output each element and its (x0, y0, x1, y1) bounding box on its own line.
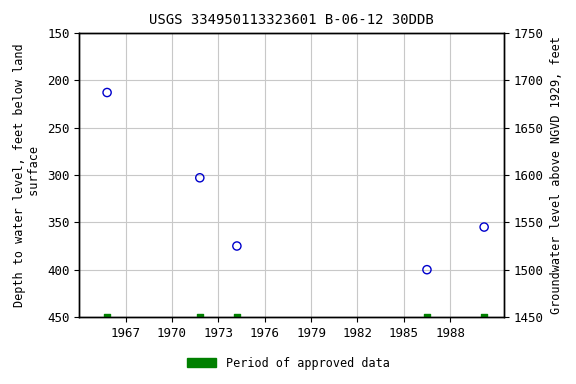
Point (103, 314, 112, 320)
Point (422, 266, 431, 273)
Point (232, 314, 241, 320)
Point (103, 89, 112, 96)
Point (480, 224, 489, 230)
Y-axis label: Groundwater level above NGVD 1929, feet: Groundwater level above NGVD 1929, feet (550, 36, 563, 314)
Y-axis label: Depth to water level, feet below land
 surface: Depth to water level, feet below land su… (13, 43, 41, 307)
Point (195, 314, 204, 320)
Title: USGS 334950113323601 B-06-12 30DDB: USGS 334950113323601 B-06-12 30DDB (149, 13, 434, 28)
Point (232, 243, 241, 249)
Point (195, 175, 204, 181)
Legend: Period of approved data: Period of approved data (182, 352, 394, 374)
Point (480, 314, 489, 320)
Point (422, 314, 431, 320)
